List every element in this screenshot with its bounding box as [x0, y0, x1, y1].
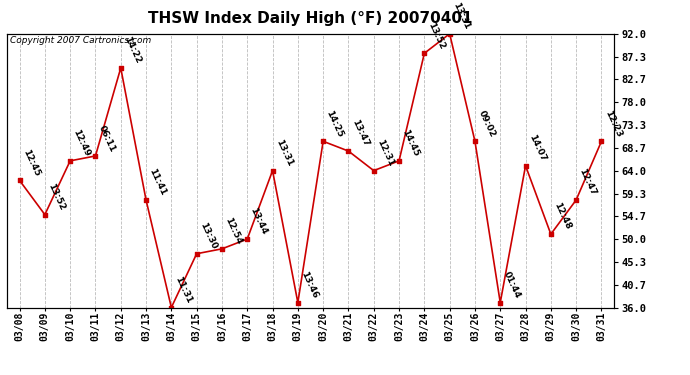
- Text: 13:31: 13:31: [274, 138, 294, 168]
- Text: 12:49: 12:49: [72, 128, 92, 158]
- Point: [571, 197, 582, 203]
- Point: [115, 65, 126, 71]
- Text: 13:47: 13:47: [350, 118, 371, 148]
- Text: 12:31: 12:31: [375, 138, 395, 168]
- Text: 12:48: 12:48: [552, 201, 573, 231]
- Text: 09:02: 09:02: [476, 109, 497, 138]
- Text: 14:45: 14:45: [400, 128, 421, 158]
- Text: 12:23: 12:23: [603, 109, 623, 138]
- Text: 13:30: 13:30: [198, 221, 218, 251]
- Point: [267, 168, 278, 174]
- Text: 14:07: 14:07: [527, 133, 547, 163]
- Point: [191, 251, 202, 257]
- Text: 13:52: 13:52: [426, 21, 446, 51]
- Text: THSW Index Daily High (°F) 20070401: THSW Index Daily High (°F) 20070401: [148, 11, 473, 26]
- Text: 14:22: 14:22: [122, 35, 142, 65]
- Text: 11:41: 11:41: [148, 167, 168, 197]
- Point: [217, 246, 228, 252]
- Point: [520, 163, 531, 169]
- Point: [166, 304, 177, 310]
- Point: [90, 153, 101, 159]
- Point: [393, 158, 404, 164]
- Point: [343, 148, 354, 154]
- Point: [495, 300, 506, 306]
- Point: [469, 138, 480, 144]
- Point: [293, 300, 304, 306]
- Text: 13:44: 13:44: [248, 206, 269, 236]
- Text: 13:31: 13:31: [451, 1, 471, 31]
- Point: [241, 236, 253, 242]
- Point: [141, 197, 152, 203]
- Point: [419, 50, 430, 56]
- Point: [39, 211, 50, 217]
- Text: 12:47: 12:47: [578, 167, 598, 197]
- Point: [368, 168, 380, 174]
- Text: 06:11: 06:11: [97, 123, 117, 153]
- Point: [317, 138, 328, 144]
- Text: 14:25: 14:25: [324, 109, 345, 138]
- Point: [14, 177, 25, 183]
- Text: Copyright 2007 Cartronics.com: Copyright 2007 Cartronics.com: [10, 36, 151, 45]
- Point: [596, 138, 607, 144]
- Text: 13:52: 13:52: [46, 182, 66, 212]
- Text: 13:46: 13:46: [299, 270, 319, 300]
- Point: [65, 158, 76, 164]
- Text: 11:31: 11:31: [172, 275, 193, 305]
- Text: 12:45: 12:45: [21, 148, 41, 178]
- Point: [545, 231, 556, 237]
- Text: 01:44: 01:44: [502, 270, 522, 300]
- Point: [444, 31, 455, 37]
- Text: 12:54: 12:54: [224, 216, 244, 246]
